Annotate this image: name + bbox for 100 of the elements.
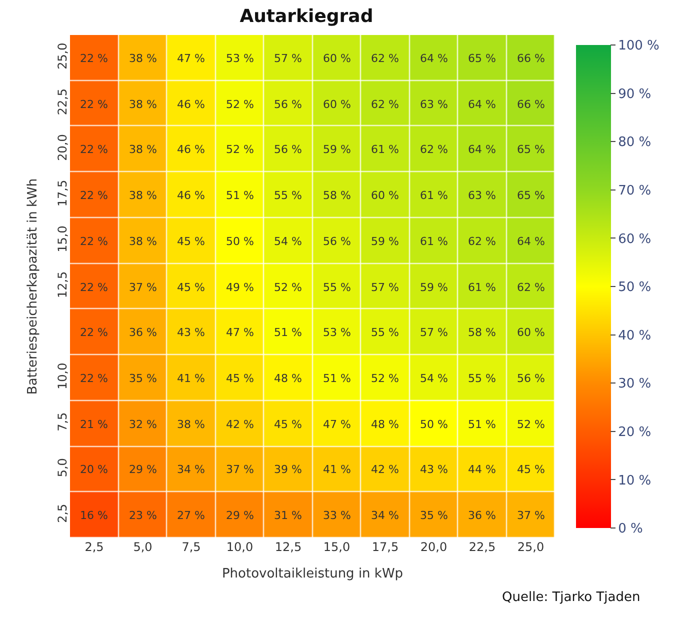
data-label: 61 % bbox=[420, 234, 448, 248]
data-label: 64 % bbox=[517, 234, 545, 248]
data-label: 54 % bbox=[274, 234, 302, 248]
data-label: 59 % bbox=[323, 142, 351, 156]
data-label: 22 % bbox=[80, 188, 108, 202]
data-label: 57 % bbox=[420, 326, 448, 339]
data-label: 37 % bbox=[129, 280, 157, 294]
data-label: 43 % bbox=[177, 326, 205, 339]
data-label: 43 % bbox=[420, 462, 448, 476]
data-label: 27 % bbox=[177, 508, 205, 522]
data-label: 66 % bbox=[517, 52, 545, 65]
data-label: 65 % bbox=[517, 142, 545, 156]
data-label: 50 % bbox=[226, 234, 254, 248]
data-label: 42 % bbox=[371, 462, 399, 476]
data-label: 46 % bbox=[177, 188, 205, 202]
y-tick-label: 15,0 bbox=[56, 226, 70, 252]
color-bar-label: 60 % bbox=[618, 232, 652, 247]
data-label: 62 % bbox=[468, 234, 496, 248]
color-bar-label: 80 % bbox=[618, 135, 652, 150]
data-label: 58 % bbox=[468, 326, 496, 339]
color-bar-label: 100 % bbox=[618, 38, 660, 54]
data-label: 49 % bbox=[226, 280, 254, 294]
data-label: 51 % bbox=[226, 188, 254, 202]
data-label: 56 % bbox=[517, 372, 545, 385]
data-label: 53 % bbox=[323, 326, 351, 339]
data-label: 61 % bbox=[420, 188, 448, 202]
data-label: 47 % bbox=[226, 326, 254, 339]
color-bar-label: 40 % bbox=[618, 328, 652, 344]
data-label: 44 % bbox=[468, 462, 496, 476]
data-label: 63 % bbox=[468, 188, 496, 202]
data-label: 55 % bbox=[468, 372, 496, 385]
data-label: 47 % bbox=[177, 52, 205, 65]
data-label: 53 % bbox=[226, 52, 254, 65]
color-bar-label: 10 % bbox=[618, 473, 652, 488]
data-label: 61 % bbox=[371, 142, 399, 156]
data-label: 55 % bbox=[323, 280, 351, 294]
data-label: 50 % bbox=[420, 418, 448, 431]
data-label: 22 % bbox=[80, 98, 108, 111]
data-label: 34 % bbox=[177, 462, 205, 476]
data-label: 59 % bbox=[420, 280, 448, 294]
x-tick-label: 2,5 bbox=[84, 540, 104, 554]
data-label: 51 % bbox=[468, 418, 496, 431]
data-label: 35 % bbox=[420, 508, 448, 522]
data-label: 51 % bbox=[274, 326, 302, 339]
data-label: 52 % bbox=[517, 418, 545, 431]
data-label: 33 % bbox=[323, 508, 351, 522]
data-label: 42 % bbox=[226, 418, 254, 431]
data-label: 60 % bbox=[323, 98, 351, 111]
x-tick-label: 10,0 bbox=[226, 540, 254, 554]
data-label: 45 % bbox=[517, 462, 545, 476]
data-label: 63 % bbox=[420, 98, 448, 111]
data-label: 66 % bbox=[517, 98, 545, 111]
data-label: 52 % bbox=[274, 280, 302, 294]
data-label: 47 % bbox=[323, 418, 351, 431]
data-label: 61 % bbox=[468, 280, 496, 294]
data-label: 38 % bbox=[129, 142, 157, 156]
y-tick-label: 20,0 bbox=[56, 134, 70, 161]
data-label: 62 % bbox=[371, 52, 399, 65]
data-label: 29 % bbox=[129, 462, 157, 476]
data-label: 55 % bbox=[274, 188, 302, 202]
data-label: 22 % bbox=[80, 372, 108, 385]
data-label: 38 % bbox=[177, 418, 205, 431]
data-label: 36 % bbox=[468, 508, 496, 522]
data-label: 29 % bbox=[226, 508, 254, 522]
y-tick-label: 5,0 bbox=[56, 458, 70, 478]
data-label: 46 % bbox=[177, 142, 205, 156]
data-label: 22 % bbox=[80, 234, 108, 248]
data-label: 51 % bbox=[323, 372, 351, 385]
data-label: 37 % bbox=[517, 508, 545, 522]
x-tick-label: 20,0 bbox=[420, 540, 448, 554]
y-tick-label: 12,5 bbox=[56, 271, 70, 298]
chart-title: Autarkiegrad bbox=[240, 6, 374, 27]
data-label: 46 % bbox=[177, 98, 205, 111]
data-label: 55 % bbox=[371, 326, 399, 339]
data-label: 52 % bbox=[226, 98, 254, 111]
data-label: 31 % bbox=[274, 508, 302, 522]
x-tick-label: 7,5 bbox=[182, 540, 201, 554]
data-label: 60 % bbox=[323, 52, 351, 65]
data-label: 56 % bbox=[274, 98, 302, 111]
data-label: 22 % bbox=[80, 142, 108, 156]
data-label: 54 % bbox=[420, 372, 448, 385]
data-label: 22 % bbox=[80, 52, 108, 65]
data-label: 39 % bbox=[274, 462, 302, 476]
data-label: 56 % bbox=[274, 142, 302, 156]
y-axis-title: Batteriespeicherkapazität in kWh bbox=[26, 178, 41, 395]
data-label: 22 % bbox=[80, 326, 108, 339]
data-label: 57 % bbox=[274, 52, 302, 65]
data-label: 45 % bbox=[274, 418, 302, 431]
data-label: 37 % bbox=[226, 462, 254, 476]
data-label: 60 % bbox=[371, 188, 399, 202]
data-label: 34 % bbox=[371, 508, 399, 522]
y-tick-label: 7,5 bbox=[56, 412, 70, 432]
data-label: 65 % bbox=[468, 52, 496, 65]
data-label: 20 % bbox=[80, 462, 108, 476]
data-label: 38 % bbox=[129, 98, 157, 111]
y-tick-label: 17,5 bbox=[56, 180, 70, 207]
x-tick-label: 22,5 bbox=[468, 540, 496, 554]
data-label: 45 % bbox=[226, 372, 254, 385]
data-label: 36 % bbox=[129, 326, 157, 339]
y-tick-label: 2,5 bbox=[56, 504, 70, 523]
